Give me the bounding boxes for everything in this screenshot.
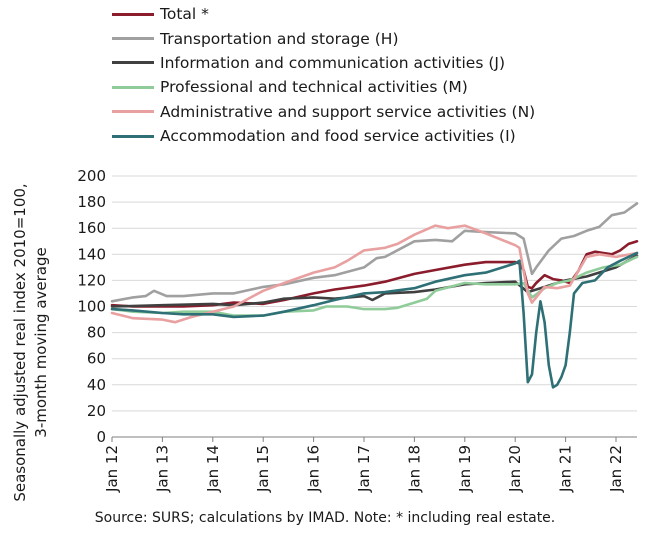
y-axis-label: Seasonally adjusted real index 2010=100,… [5, 175, 57, 510]
y-tick-label: 20 [87, 402, 106, 420]
legend-item: Accommodation and food service activitie… [112, 124, 535, 148]
legend-swatch [112, 61, 154, 65]
x-tick-label: Jan 17 [355, 445, 373, 493]
legend-swatch [112, 110, 154, 114]
y-tick-label: 0 [96, 428, 106, 446]
series-line-5 [110, 224, 639, 324]
legend-item: Total * [112, 2, 535, 26]
legend-swatch [112, 85, 154, 89]
x-tick-label: Jan 16 [305, 445, 323, 493]
x-tick-label: Jan 22 [607, 445, 625, 493]
y-tick-label: 80 [87, 324, 106, 342]
legend-item: Transportation and storage (H) [112, 26, 535, 50]
legend: Total * Transportation and storage (H) Inf… [112, 2, 535, 148]
y-tick-label: 200 [77, 167, 106, 185]
y-tick-label: 120 [77, 271, 106, 289]
legend-label: Total * [160, 5, 209, 24]
legend-swatch [112, 12, 154, 16]
source-note: Source: SURS; calculations by IMAD. Note… [94, 510, 556, 526]
y-tick-label: 60 [87, 350, 106, 368]
series-line-1 [110, 240, 639, 308]
legend-label: Transportation and storage (H) [160, 29, 399, 48]
legend-label: Information and communication activities… [160, 53, 506, 72]
y-axis-label-line-1: Seasonally adjusted real index 2010=100, [11, 183, 29, 501]
x-tick-label: Jan 19 [456, 445, 474, 493]
y-tick-label: 160 [77, 219, 106, 237]
y-axis-label-line-2: 3-month moving average [32, 247, 50, 437]
x-tick-label: Jan 18 [405, 445, 423, 493]
x-tick-label: Jan 14 [204, 445, 222, 493]
legend-label: Professional and technical activities (M… [160, 78, 468, 97]
legend-item: Information and communication activities… [112, 51, 535, 75]
legend-item: Administrative and support service activ… [112, 100, 535, 124]
series-line-4 [110, 255, 639, 317]
series-line-2 [110, 202, 639, 303]
legend-swatch [112, 37, 154, 41]
y-tick-label: 40 [87, 376, 106, 394]
x-tick-label: Jan 20 [506, 445, 524, 493]
series-line-6 [110, 251, 639, 389]
x-tick-label: Jan 13 [153, 445, 171, 493]
x-tick-label: Jan 21 [557, 445, 575, 493]
legend-item: Professional and technical activities (M… [112, 75, 535, 99]
y-tick-label: 100 [77, 298, 106, 316]
y-axis-label-svg: Seasonally adjusted real index 2010=100,… [11, 183, 50, 501]
y-tick-label: 140 [77, 245, 106, 263]
x-tick-label: Jan 12 [103, 445, 121, 493]
legend-label: Accommodation and food service activitie… [160, 127, 516, 146]
x-tick-label: Jan 15 [254, 445, 272, 493]
legend-label: Administrative and support service activ… [160, 102, 536, 121]
legend-swatch [112, 134, 154, 138]
y-tick-label: 180 [77, 193, 106, 211]
series-line-3 [110, 254, 639, 308]
